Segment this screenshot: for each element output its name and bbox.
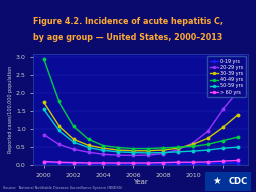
> 60 yrs bbox=[72, 161, 75, 164]
0-19 yrs bbox=[57, 162, 60, 165]
20-29 yrs bbox=[42, 133, 45, 136]
> 60 yrs bbox=[102, 162, 105, 164]
30-39 yrs bbox=[147, 150, 150, 152]
30-39 yrs bbox=[132, 150, 135, 152]
30-39 yrs bbox=[221, 126, 225, 129]
Legend: 0-19 yrs, 20-29 yrs, 30-39 yrs, 40-49 yrs, 50-59 yrs, > 60 yrs: 0-19 yrs, 20-29 yrs, 30-39 yrs, 40-49 yr… bbox=[207, 56, 246, 97]
50-59 yrs bbox=[236, 146, 239, 148]
Line: > 60 yrs: > 60 yrs bbox=[42, 159, 239, 164]
0-19 yrs bbox=[117, 163, 120, 165]
50-59 yrs bbox=[87, 146, 90, 149]
0-19 yrs bbox=[132, 163, 135, 165]
50-59 yrs bbox=[206, 149, 209, 151]
0-19 yrs bbox=[236, 162, 239, 164]
20-29 yrs bbox=[102, 153, 105, 156]
30-39 yrs bbox=[72, 138, 75, 140]
> 60 yrs bbox=[42, 160, 45, 163]
Line: 40-49 yrs: 40-49 yrs bbox=[42, 58, 239, 150]
0-19 yrs bbox=[102, 163, 105, 165]
30-39 yrs bbox=[191, 143, 195, 145]
Text: Source:  National Notifiable Diseases Surveillance System (NNDSS): Source: National Notifiable Diseases Sur… bbox=[3, 186, 122, 190]
40-49 yrs bbox=[147, 147, 150, 150]
Line: 20-29 yrs: 20-29 yrs bbox=[42, 90, 239, 157]
> 60 yrs bbox=[221, 160, 225, 162]
30-39 yrs bbox=[162, 149, 165, 151]
50-59 yrs bbox=[147, 152, 150, 154]
0-19 yrs bbox=[191, 163, 195, 165]
20-29 yrs bbox=[72, 148, 75, 151]
> 60 yrs bbox=[236, 159, 239, 162]
> 60 yrs bbox=[117, 162, 120, 164]
Text: by age group — United States, 2000–2013: by age group — United States, 2000–2013 bbox=[33, 33, 223, 42]
40-49 yrs bbox=[87, 138, 90, 140]
20-29 yrs bbox=[147, 154, 150, 156]
20-29 yrs bbox=[117, 154, 120, 156]
50-59 yrs bbox=[177, 151, 180, 153]
40-49 yrs bbox=[42, 58, 45, 60]
Line: 0-19 yrs: 0-19 yrs bbox=[42, 161, 239, 165]
40-49 yrs bbox=[236, 136, 239, 138]
0-19 yrs bbox=[177, 163, 180, 165]
40-49 yrs bbox=[117, 146, 120, 149]
50-59 yrs bbox=[221, 147, 225, 149]
0-19 yrs bbox=[87, 163, 90, 165]
30-39 yrs bbox=[177, 147, 180, 149]
40-49 yrs bbox=[57, 100, 60, 102]
40-49 yrs bbox=[102, 145, 105, 147]
Text: Figure 4.2. Incidence of acute hepatitis C,: Figure 4.2. Incidence of acute hepatitis… bbox=[33, 17, 223, 26]
> 60 yrs bbox=[177, 161, 180, 163]
20-29 yrs bbox=[87, 151, 90, 153]
Line: 50-59 yrs: 50-59 yrs bbox=[42, 108, 239, 154]
0-19 yrs bbox=[147, 163, 150, 165]
50-59 yrs bbox=[191, 150, 195, 152]
> 60 yrs bbox=[206, 161, 209, 163]
30-39 yrs bbox=[236, 114, 239, 116]
Text: ★: ★ bbox=[212, 176, 221, 186]
> 60 yrs bbox=[191, 161, 195, 163]
40-49 yrs bbox=[206, 143, 209, 145]
40-49 yrs bbox=[132, 147, 135, 150]
50-59 yrs bbox=[162, 151, 165, 154]
50-59 yrs bbox=[102, 149, 105, 151]
40-49 yrs bbox=[191, 145, 195, 148]
20-29 yrs bbox=[236, 90, 239, 93]
> 60 yrs bbox=[57, 161, 60, 163]
20-29 yrs bbox=[191, 142, 195, 144]
30-39 yrs bbox=[87, 144, 90, 146]
40-49 yrs bbox=[221, 140, 225, 142]
30-39 yrs bbox=[57, 124, 60, 127]
30-39 yrs bbox=[42, 101, 45, 103]
0-19 yrs bbox=[206, 163, 209, 165]
Y-axis label: Reported cases/100,000 population: Reported cases/100,000 population bbox=[8, 66, 13, 153]
20-29 yrs bbox=[206, 130, 209, 132]
0-19 yrs bbox=[221, 162, 225, 165]
Line: 30-39 yrs: 30-39 yrs bbox=[42, 101, 239, 152]
20-29 yrs bbox=[132, 154, 135, 156]
> 60 yrs bbox=[147, 162, 150, 164]
50-59 yrs bbox=[117, 151, 120, 153]
> 60 yrs bbox=[162, 161, 165, 164]
40-49 yrs bbox=[177, 146, 180, 148]
30-39 yrs bbox=[102, 147, 105, 149]
30-39 yrs bbox=[117, 149, 120, 151]
20-29 yrs bbox=[162, 152, 165, 155]
40-49 yrs bbox=[72, 125, 75, 127]
20-29 yrs bbox=[57, 143, 60, 145]
0-19 yrs bbox=[72, 163, 75, 165]
50-59 yrs bbox=[57, 129, 60, 132]
30-39 yrs bbox=[206, 137, 209, 139]
20-29 yrs bbox=[221, 108, 225, 111]
20-29 yrs bbox=[177, 149, 180, 151]
0-19 yrs bbox=[42, 161, 45, 164]
Text: CDC: CDC bbox=[228, 177, 248, 186]
40-49 yrs bbox=[162, 147, 165, 149]
> 60 yrs bbox=[87, 162, 90, 164]
0-19 yrs bbox=[162, 163, 165, 165]
50-59 yrs bbox=[132, 151, 135, 154]
X-axis label: Year: Year bbox=[133, 179, 148, 185]
50-59 yrs bbox=[72, 141, 75, 143]
50-59 yrs bbox=[42, 108, 45, 111]
> 60 yrs bbox=[132, 162, 135, 164]
